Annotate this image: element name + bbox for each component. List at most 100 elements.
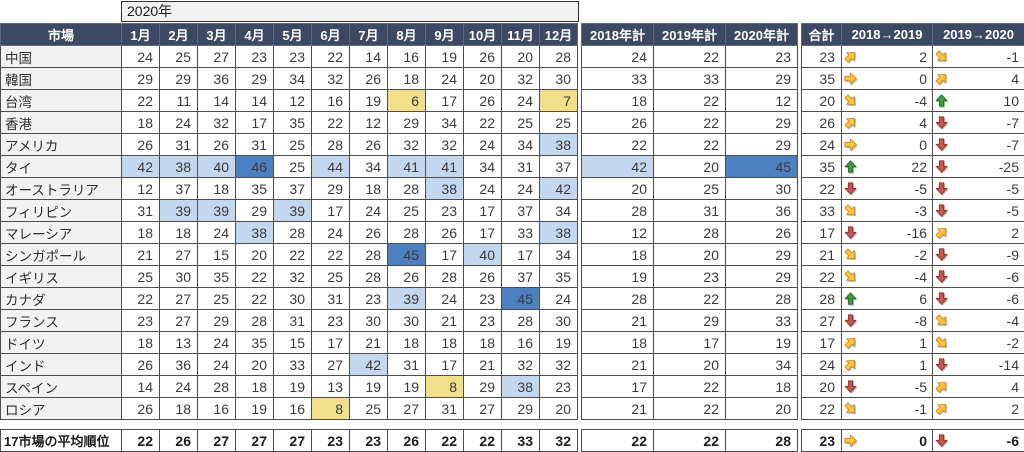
col-header-month: 9月 <box>425 23 464 46</box>
column-gap <box>797 265 802 288</box>
arrow-down-icon <box>935 160 948 173</box>
col-header-change: 2018→2019 <box>841 23 933 46</box>
column-gap <box>797 375 802 398</box>
arrow-up-icon <box>844 292 857 305</box>
total-cell: 12 <box>581 221 654 244</box>
rank-cell: 31 <box>387 353 426 376</box>
column-gap <box>797 89 802 112</box>
average-row: 17市場の平均順位 22 26 27 27 27 23 23 26 22 22 33 32 22 22 28 2… <box>0 429 1024 452</box>
column-gap <box>577 397 582 420</box>
arrow-up-icon <box>935 94 948 107</box>
rank-cell: 31 <box>425 397 464 420</box>
arrow-down-icon <box>935 138 948 151</box>
rank-cell: 32 <box>273 265 312 288</box>
sum-cell: 21 <box>801 243 842 266</box>
sum-cell: 27 <box>801 309 842 332</box>
rank-cell: 27 <box>159 309 198 332</box>
col-header-month: 8月 <box>387 23 426 46</box>
rank-cell: 18 <box>387 331 426 354</box>
arrow-ne-icon <box>935 381 947 393</box>
rank-cell: 36 <box>197 67 236 90</box>
rank-cell: 24 <box>159 111 198 134</box>
rank-cell: 31 <box>121 199 160 222</box>
rank-cell: 45 <box>501 287 540 310</box>
rank-cell: 28 <box>311 133 350 156</box>
column-gap <box>797 67 802 90</box>
column-gap <box>797 243 802 266</box>
arrow-right-icon <box>844 72 857 85</box>
rank-cell: 38 <box>235 221 274 244</box>
change-cell: -7 <box>932 111 1024 134</box>
sum-cell: 24 <box>801 353 842 376</box>
change-cell: 2 <box>841 45 933 68</box>
arrow-se-icon <box>844 94 856 106</box>
arrow-up-icon <box>844 160 857 173</box>
column-gap <box>577 221 582 244</box>
arrow-down-icon <box>844 314 857 327</box>
total-cell: 21 <box>581 397 654 420</box>
rank-cell: 37 <box>501 199 540 222</box>
rank-cell: 28 <box>539 45 578 68</box>
total-cell: 30 <box>725 177 798 200</box>
total-cell: 18 <box>581 243 654 266</box>
rank-cell: 19 <box>349 375 388 398</box>
sum-cell: 23 <box>801 45 842 68</box>
rank-cell: 18 <box>121 111 160 134</box>
rank-cell: 20 <box>463 67 502 90</box>
column-gap <box>577 429 582 452</box>
rank-cell: 31 <box>311 287 350 310</box>
rank-cell: 25 <box>349 397 388 420</box>
table-row: イギリス 25 30 35 22 32 25 28 26 28 26 37 35 19 23 29 22 -4 -6 <box>0 265 1024 288</box>
rank-cell: 34 <box>349 155 388 178</box>
change-cell: -2 <box>841 243 933 266</box>
rank-cell: 24 <box>349 199 388 222</box>
rank-cell: 25 <box>311 265 350 288</box>
column-gap <box>797 353 802 376</box>
rank-cell: 44 <box>311 155 350 178</box>
column-gap <box>797 287 802 310</box>
col-header-total: 2020年計 <box>725 23 798 46</box>
arrow-down-icon <box>935 270 948 283</box>
arrow-se-icon <box>844 204 856 216</box>
total-cell: 20 <box>725 397 798 420</box>
rank-cell: 31 <box>235 133 274 156</box>
average-label: 17市場の平均順位 <box>0 429 122 452</box>
total-cell: 21 <box>581 353 654 376</box>
change-value: -4 <box>914 92 927 109</box>
average-rank-cell: 33 <box>501 429 540 452</box>
rank-cell: 25 <box>197 287 236 310</box>
total-cell: 20 <box>653 155 726 178</box>
total-cell: 21 <box>581 309 654 332</box>
market-label: 中国 <box>0 45 122 68</box>
rank-cell: 29 <box>311 177 350 200</box>
change-value: 1 <box>919 334 927 351</box>
change-cell: -25 <box>932 155 1024 178</box>
table-row: 香港 18 24 32 17 35 22 12 29 34 22 25 25 26 22 29 26 4 -7 <box>0 111 1024 134</box>
rank-cell: 22 <box>121 287 160 310</box>
column-gap <box>577 331 582 354</box>
rank-cell: 34 <box>539 243 578 266</box>
col-header-total: 2019年計 <box>653 23 726 46</box>
rank-cell: 18 <box>463 331 502 354</box>
change-value: 0 <box>919 136 927 153</box>
rank-cell: 19 <box>539 331 578 354</box>
change-value: 2 <box>919 48 927 65</box>
col-header-month: 4月 <box>235 23 274 46</box>
rank-cell: 22 <box>311 243 350 266</box>
rank-cell: 15 <box>197 243 236 266</box>
rank-cell: 22 <box>463 111 502 134</box>
rank-cell: 29 <box>121 67 160 90</box>
rank-cell: 17 <box>311 199 350 222</box>
average-rank-cell: 22 <box>425 429 464 452</box>
sum-cell: 22 <box>801 265 842 288</box>
change-cell: -6 <box>932 429 1024 452</box>
market-label: 韓国 <box>0 67 122 90</box>
rank-cell: 30 <box>539 309 578 332</box>
col-header-month: 5月 <box>273 23 312 46</box>
column-gap <box>577 177 582 200</box>
rank-cell: 26 <box>463 265 502 288</box>
change-value: -8 <box>914 312 927 329</box>
column-gap <box>797 221 802 244</box>
arrow-ne-icon <box>935 403 947 415</box>
rank-cell: 15 <box>273 331 312 354</box>
